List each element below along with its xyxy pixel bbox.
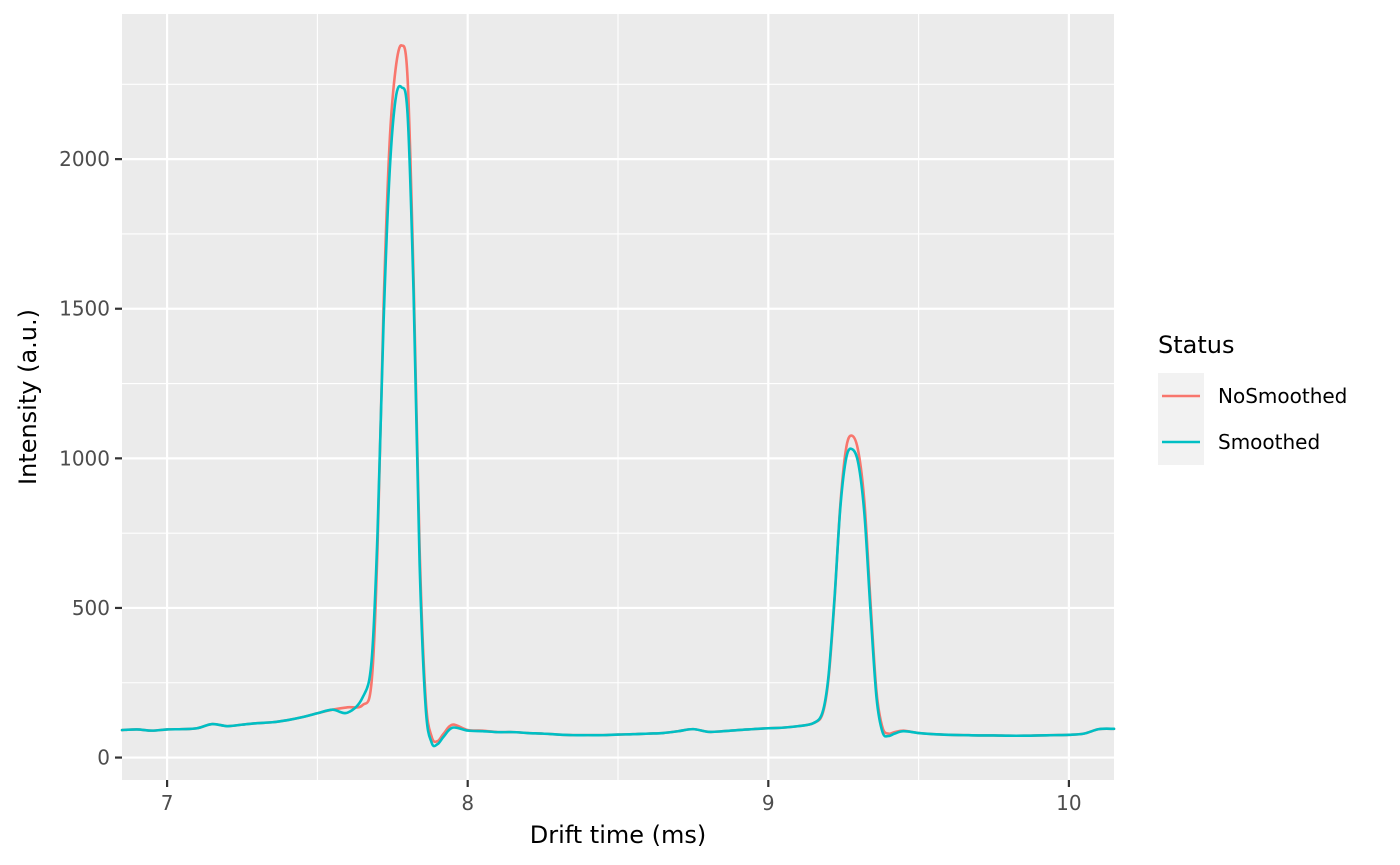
legend-label-smoothed: Smoothed: [1218, 430, 1320, 454]
legend-item-nosmoothed: NoSmoothed: [1158, 373, 1347, 419]
grid-minor: [122, 14, 1114, 780]
legend-label-nosmoothed: NoSmoothed: [1218, 384, 1347, 408]
y-tick-label: 2000: [59, 147, 110, 171]
x-tick-label: 10: [1056, 791, 1081, 815]
legend: Status NoSmoothed Smoothed: [1158, 331, 1347, 465]
y-tick-label: 1000: [59, 446, 110, 470]
axis-ticks: [115, 158, 1071, 787]
series-layer: [120, 44, 1116, 748]
y-axis-title: Intensity (a.u.): [14, 309, 42, 485]
series-line-smoothed: [120, 84, 1116, 748]
legend-title: Status: [1158, 331, 1234, 359]
x-tick-label: 8: [461, 791, 474, 815]
legend-item-smoothed: Smoothed: [1158, 419, 1320, 465]
y-tick-label: 1500: [59, 297, 110, 321]
x-tick-label: 7: [161, 791, 174, 815]
y-tick-label: 0: [97, 746, 110, 770]
x-tick-label: 9: [762, 791, 775, 815]
x-axis-title: Drift time (ms): [530, 821, 707, 849]
y-tick-label: 500: [72, 596, 110, 620]
grid-major: [122, 14, 1114, 780]
tick-labels: 7 8 9 10 0 500 1000 1500 2000: [59, 147, 1082, 815]
